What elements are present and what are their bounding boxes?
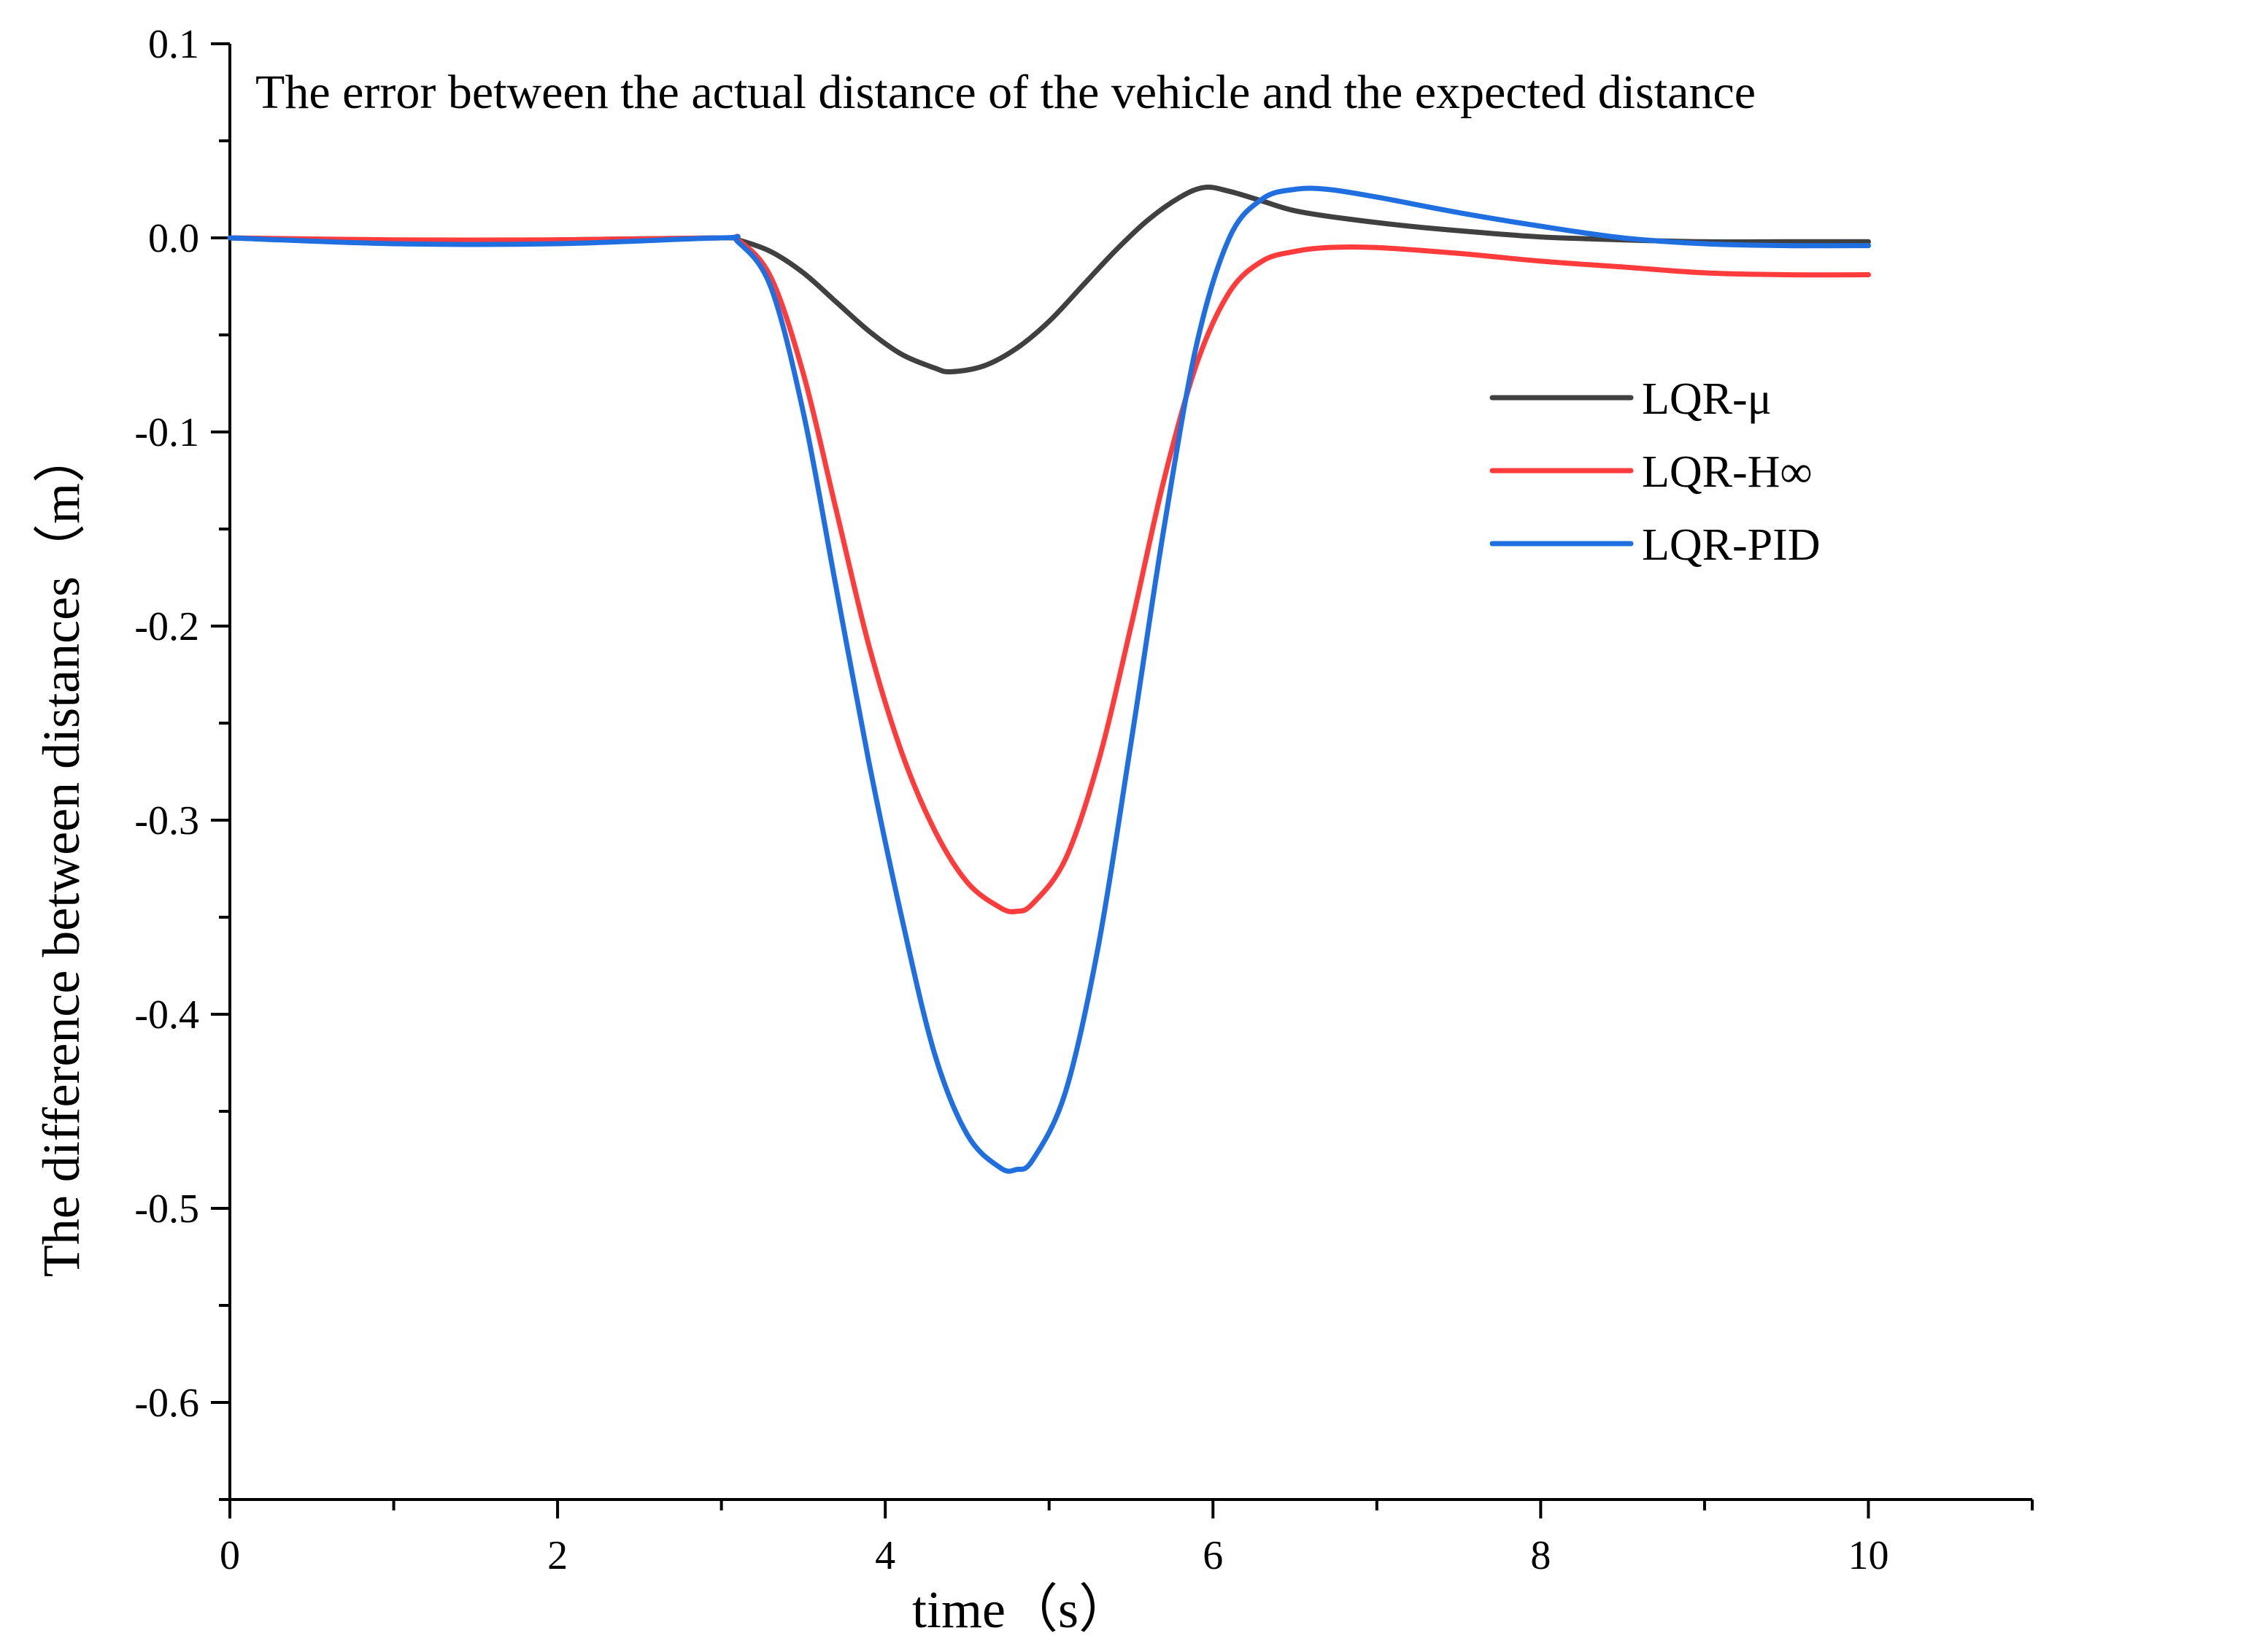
series-line-2 — [227, 233, 1871, 914]
y-tick-label: -0.3 — [134, 798, 199, 844]
x-tick-label: 6 — [1203, 1533, 1223, 1578]
y-tick-label: 0.1 — [148, 22, 199, 67]
y-tick-label: -0.1 — [134, 410, 199, 455]
chart-title: The error between the actual distance of… — [255, 66, 1756, 119]
series-line-1 — [227, 185, 1871, 375]
legend-label: LQR-H∞ — [1642, 447, 1813, 497]
series — [227, 185, 1871, 1174]
y-tick-label: 0.0 — [148, 216, 199, 261]
y-tick-label: -0.6 — [134, 1381, 199, 1426]
series-line-3 — [227, 185, 1871, 1174]
legend-label: LQR-PID — [1642, 520, 1821, 570]
x-tick-label: 8 — [1530, 1533, 1551, 1578]
y-axis-title: The difference between distances（m） — [32, 431, 90, 1277]
x-tick-label: 0 — [220, 1533, 240, 1578]
axes — [228, 44, 2032, 1501]
legend: LQR-μ LQR-H∞ LQR-PID — [1489, 374, 1821, 570]
y-tick-label: -0.4 — [134, 992, 199, 1038]
x-axis-title: time（s） — [912, 1580, 1131, 1639]
x-tick-label: 2 — [547, 1533, 568, 1578]
x-tick-label: 4 — [875, 1533, 895, 1578]
legend-label: LQR-μ — [1642, 374, 1772, 424]
y-tick-label: -0.5 — [134, 1186, 199, 1232]
x-tick-label: 10 — [1848, 1533, 1888, 1578]
ticks: 0 2 4 6 8 10 0.1 0.0 -0.1 -0.2 -0.3 -0.4 -0.5 -0.6 — [134, 22, 2034, 1578]
y-tick-label: -0.2 — [134, 604, 199, 649]
